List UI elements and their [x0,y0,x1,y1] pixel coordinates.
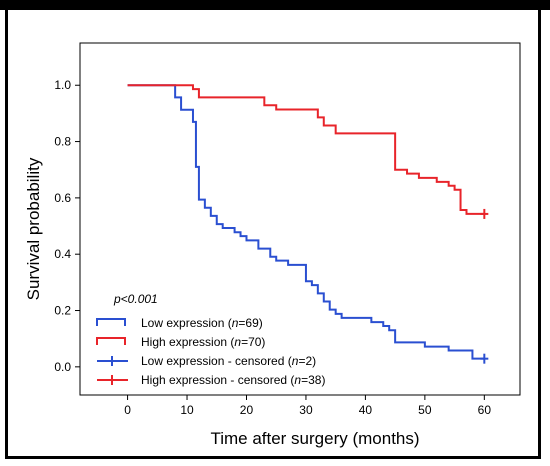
x-tick-label: 40 [359,403,373,417]
x-tick-label: 30 [299,403,313,417]
legend: p<0.001 Low expression (n=69) High expres… [96,292,325,387]
y-tick-label: 0.0 [54,360,71,374]
legend-swatch [96,337,126,345]
x-tick-label: 0 [124,403,131,417]
y-tick-label: 0.4 [54,247,71,261]
y-axis-ticks: 0.0 0.2 0.4 0.6 0.8 1.0 [54,78,80,374]
censor-mark-high [480,208,489,219]
curve-low-expression [127,84,485,360]
legend-label: High expression - censored (n=38) [141,373,325,387]
censor-mark-low [480,353,489,364]
legend-swatch [96,318,126,326]
y-tick-label: 0.2 [54,304,71,318]
legend-item-high: High expression (n=70) [96,335,265,349]
figure-frame [5,0,541,459]
frame-top-bar [0,0,550,10]
p-value-annotation: p<0.001 [113,292,158,306]
curve-high-expression [127,84,485,215]
legend-item-high-censored: High expression - censored (n=38) [97,373,325,387]
y-tick-label: 0.6 [54,191,71,205]
plot-area [79,42,521,396]
y-tick-label: 1.0 [54,78,71,92]
legend-label: Low expression (n=69) [141,316,263,330]
x-tick-label: 60 [478,403,492,417]
legend-item-low-censored: Low expression - censored (n=2) [97,354,316,368]
legend-item-low: Low expression (n=69) [96,316,263,330]
legend-label: Low expression - censored (n=2) [141,354,316,368]
y-tick-label: 0.8 [54,135,71,149]
x-tick-label: 20 [240,403,254,417]
x-axis-label: Time after surgery (months) [210,429,419,448]
y-axis-label: Survival probability [24,157,43,300]
legend-label: High expression (n=70) [141,335,265,349]
survival-curves [127,84,489,364]
x-axis-ticks: 0 10 20 30 40 50 60 [124,395,491,417]
x-tick-label: 10 [180,403,194,417]
x-tick-label: 50 [418,403,432,417]
